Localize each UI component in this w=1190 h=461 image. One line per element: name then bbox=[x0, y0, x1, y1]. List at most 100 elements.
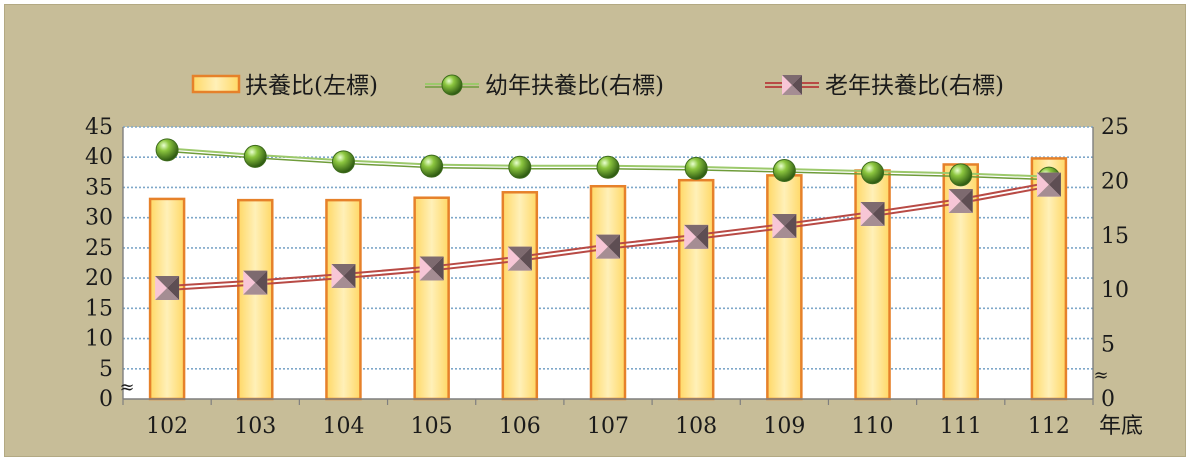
cube-top bbox=[331, 264, 356, 277]
x-tick-label: 103 bbox=[234, 414, 276, 439]
x-tick-label: 106 bbox=[499, 414, 541, 439]
x-tick-label: 104 bbox=[322, 414, 364, 439]
cube-side bbox=[255, 270, 268, 295]
right-tick-label: 25 bbox=[1101, 115, 1129, 140]
right-tick-label: 5 bbox=[1101, 333, 1115, 358]
cube-bottom bbox=[419, 268, 444, 281]
x-axis-unit-label: 年底 bbox=[1099, 414, 1143, 439]
x-tick-label: 107 bbox=[587, 414, 629, 439]
cube-top bbox=[772, 214, 797, 227]
elderly-marker-106 bbox=[507, 246, 532, 271]
cube-bottom bbox=[596, 246, 620, 259]
x-tick-label: 112 bbox=[1028, 414, 1070, 439]
youth-marker-108 bbox=[684, 156, 708, 180]
left-axis-break: ≈ bbox=[119, 377, 134, 398]
cube-bottom bbox=[860, 214, 885, 227]
x-tick-label: 109 bbox=[763, 414, 805, 439]
cube-bottom bbox=[782, 85, 802, 95]
cube-side bbox=[784, 214, 797, 239]
youth-marker-110 bbox=[861, 161, 885, 185]
cube-top bbox=[684, 224, 709, 237]
cube-side bbox=[608, 234, 620, 259]
bar-106 bbox=[501, 191, 539, 401]
cube-side bbox=[696, 224, 709, 249]
cube-side bbox=[519, 246, 532, 271]
cube-bottom bbox=[684, 236, 709, 249]
left-tick-label: 30 bbox=[85, 206, 113, 231]
left-tick-label: 20 bbox=[85, 266, 113, 291]
cube-bottom bbox=[948, 200, 973, 213]
legend-marker-youth bbox=[441, 74, 463, 96]
legend-swatch-total bbox=[191, 74, 241, 94]
cube-bottom bbox=[155, 288, 180, 301]
elderly-marker-108 bbox=[684, 224, 709, 249]
youth-marker-102 bbox=[155, 138, 179, 162]
cube-top bbox=[860, 202, 885, 215]
x-tick-label: 108 bbox=[675, 414, 717, 439]
cube-side bbox=[872, 202, 885, 227]
chart-svg: 0 5 10 15 20 25 30 35 40 45 0 5 10 15 20 25 102 103 104 105… bbox=[85, 73, 1143, 439]
line-series bbox=[155, 138, 1061, 301]
bar-104 bbox=[325, 198, 362, 401]
cube-side bbox=[431, 256, 444, 281]
elderly-marker-112 bbox=[1036, 172, 1061, 197]
cube-side bbox=[1048, 172, 1061, 197]
bar-103 bbox=[237, 198, 274, 401]
cube-top bbox=[782, 75, 802, 85]
cube-side bbox=[792, 75, 802, 95]
youth-marker-103 bbox=[243, 144, 267, 168]
cube-side bbox=[343, 264, 356, 289]
cube-top bbox=[948, 188, 973, 201]
legend-label-elderly: 老年扶養比(右標) bbox=[825, 73, 1004, 99]
axes: 0 5 10 15 20 25 30 35 40 45 0 5 10 15 20 25 102 103 104 105… bbox=[85, 115, 1143, 439]
youth-marker-106 bbox=[508, 155, 532, 179]
youth-marker-107 bbox=[596, 155, 620, 179]
bar-107 bbox=[589, 184, 627, 401]
elderly-marker-110 bbox=[860, 202, 885, 227]
elderly-marker-105 bbox=[419, 256, 444, 281]
cube-bottom bbox=[1036, 184, 1061, 197]
youth-marker-105 bbox=[420, 154, 444, 178]
bar-108 bbox=[677, 178, 715, 401]
legend: 扶養比(左標) 幼年扶養比(右標) 老年扶養比(右標) bbox=[191, 73, 1004, 99]
right-tick-label: 10 bbox=[1101, 278, 1129, 303]
cube-top bbox=[243, 270, 268, 283]
cube-top bbox=[155, 276, 180, 289]
cube-bottom bbox=[331, 276, 356, 289]
right-tick-label: 20 bbox=[1101, 169, 1129, 194]
elderly-marker-104 bbox=[331, 264, 356, 289]
left-tick-label: 45 bbox=[85, 115, 113, 140]
x-tick-label: 110 bbox=[852, 414, 894, 439]
left-tick-label: 35 bbox=[85, 175, 113, 200]
elderly-marker-102 bbox=[155, 276, 180, 301]
cube-bottom bbox=[507, 258, 532, 271]
right-axis-break: ≈ bbox=[1093, 365, 1108, 386]
elderly-marker-109 bbox=[772, 214, 797, 239]
bar-105 bbox=[413, 196, 450, 401]
left-tick-label: 40 bbox=[85, 145, 113, 170]
cube-top bbox=[596, 234, 620, 247]
x-tick-label: 105 bbox=[411, 414, 453, 439]
x-tick-label: 111 bbox=[940, 414, 982, 439]
x-tick-label: 102 bbox=[146, 414, 188, 439]
legend-label-youth: 幼年扶養比(右標) bbox=[485, 73, 664, 99]
cube-side bbox=[960, 188, 973, 213]
left-tick-label: 5 bbox=[99, 357, 113, 382]
bar-109 bbox=[766, 174, 803, 401]
youth-marker-111 bbox=[949, 163, 973, 187]
youth-marker-104 bbox=[331, 150, 355, 174]
cube-bottom bbox=[243, 282, 268, 295]
elderly-marker-107 bbox=[596, 234, 620, 259]
right-tick-label: 0 bbox=[1101, 387, 1115, 412]
chart-frame: 0 5 10 15 20 25 30 35 40 45 0 5 10 15 20 25 102 103 104 105… bbox=[4, 4, 1186, 457]
legend-label-total: 扶養比(左標) bbox=[245, 73, 378, 99]
left-tick-label: 15 bbox=[85, 296, 113, 321]
cube-side bbox=[167, 276, 180, 301]
left-tick-label: 10 bbox=[85, 327, 113, 352]
cube-top bbox=[507, 246, 532, 259]
elderly-marker-111 bbox=[948, 188, 973, 213]
elderly-marker-103 bbox=[243, 270, 268, 295]
right-tick-label: 15 bbox=[1101, 224, 1129, 249]
cube-top bbox=[1036, 172, 1061, 185]
youth-marker-109 bbox=[772, 159, 796, 183]
